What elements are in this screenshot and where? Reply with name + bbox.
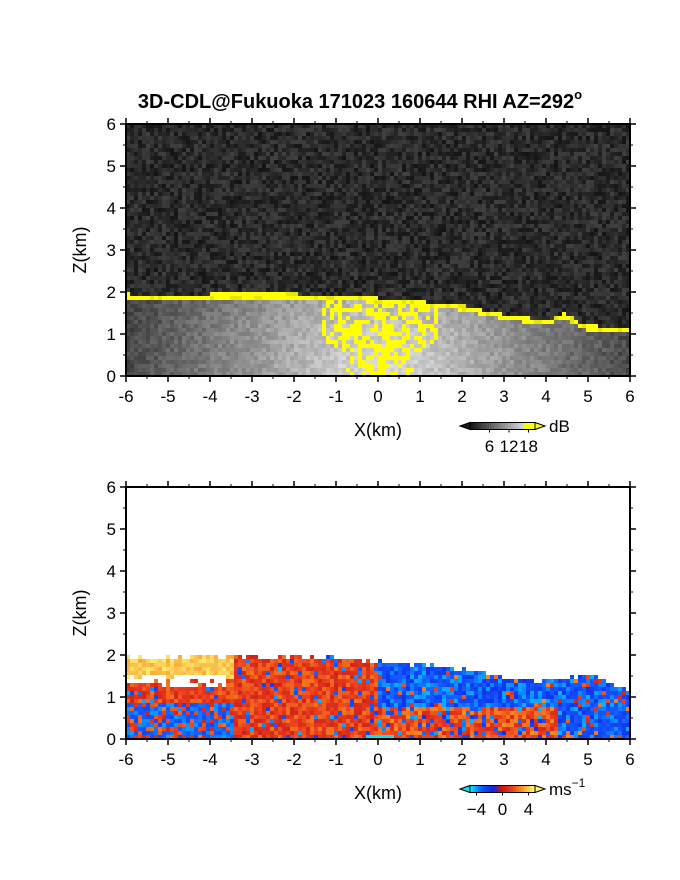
x-tick-label: 3: [499, 387, 508, 406]
chart-title: 3D-CDL@Fukuoka 171023 160644 RHI AZ=292o: [138, 87, 582, 113]
colorbar-tick-label: −4: [467, 800, 486, 819]
x-tick-label: -1: [328, 750, 343, 769]
x-tick-label: 1: [415, 387, 424, 406]
y-tick-label: 1: [107, 325, 116, 344]
x-tick-label: -1: [328, 387, 343, 406]
x-tick-label: -6: [118, 387, 133, 406]
x-tick-label: 5: [583, 750, 592, 769]
y-tick-label: 2: [107, 646, 116, 665]
y-axis-label: Z(km): [70, 227, 90, 274]
x-tick-label: 0: [373, 750, 382, 769]
colorbar-unit: dB: [549, 417, 570, 436]
x-tick-label: 4: [541, 387, 550, 406]
x-tick-label: 1: [415, 750, 424, 769]
y-tick-label: 0: [107, 367, 116, 386]
y-tick-label: 2: [107, 283, 116, 302]
x-tick-label: -3: [244, 750, 259, 769]
colorbar-tick-label: 6: [485, 437, 494, 456]
x-tick-label: -5: [160, 387, 175, 406]
x-tick-label: 6: [625, 387, 634, 406]
colorbar-tick-label: 18: [519, 437, 538, 456]
x-tick-label: -6: [118, 750, 133, 769]
y-axis-label: Z(km): [70, 590, 90, 637]
colorbar: −4 0 4 ms−1: [458, 776, 586, 819]
x-tick-label: -2: [286, 387, 301, 406]
x-tick-label: -2: [286, 750, 301, 769]
y-tick-label: 4: [107, 562, 116, 581]
x-tick-label: -5: [160, 750, 175, 769]
colorbar: 6 12 18 dB: [458, 417, 570, 456]
x-tick-label: 6: [625, 750, 634, 769]
x-tick-label: 5: [583, 387, 592, 406]
y-tick-label: 1: [107, 688, 116, 707]
y-tick-label: 3: [107, 241, 116, 260]
x-tick-label: 0: [373, 387, 382, 406]
y-tick-label: 4: [107, 199, 116, 218]
x-tick-label: -3: [244, 387, 259, 406]
colorbar-tick-label: 12: [500, 437, 519, 456]
data-field: [126, 124, 630, 376]
y-tick-label: 0: [107, 730, 116, 749]
x-axis-label: X(km): [354, 783, 402, 803]
x-tick-label: -4: [202, 387, 217, 406]
y-tick-label: 5: [107, 157, 116, 176]
colorbar-tick-label: 0: [498, 800, 507, 819]
x-tick-label: -4: [202, 750, 217, 769]
x-axis-label: X(km): [354, 420, 402, 440]
data-field: [126, 487, 630, 739]
colorbar-unit: ms−1: [549, 776, 586, 799]
y-tick-label: 5: [107, 520, 116, 539]
degree-superscript: o: [574, 87, 582, 102]
x-tick-label: 2: [457, 387, 466, 406]
x-tick-label: 2: [457, 750, 466, 769]
x-tick-label: 3: [499, 750, 508, 769]
colorbar-tick-label: 4: [524, 800, 533, 819]
y-tick-label: 3: [107, 604, 116, 623]
y-tick-label: 6: [107, 115, 116, 134]
y-tick-label: 6: [107, 478, 116, 497]
x-tick-label: 4: [541, 750, 550, 769]
